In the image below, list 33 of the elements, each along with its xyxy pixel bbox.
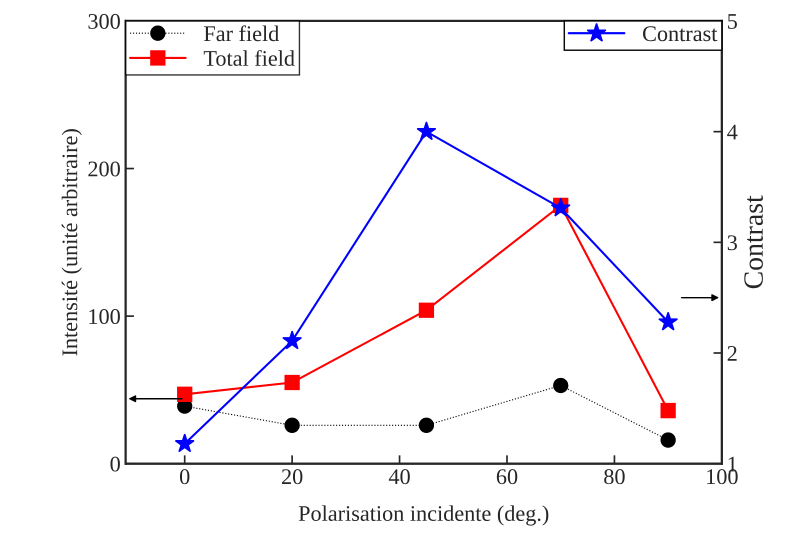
legend-label: Total field xyxy=(204,50,295,66)
y2-axis-title: Contrast xyxy=(744,195,763,288)
point xyxy=(418,302,434,318)
x-tick-label: 80 xyxy=(604,469,625,484)
point xyxy=(284,374,300,390)
y-axis-title: Intensité (unité arbitraire) xyxy=(62,129,82,356)
legend-label: Contrast xyxy=(643,26,718,42)
point xyxy=(660,432,676,448)
point xyxy=(174,433,195,452)
x-tick-label: 0 xyxy=(180,469,190,484)
y-tick-label: 200 xyxy=(88,161,120,176)
y2-tick-label: 5 xyxy=(728,14,737,29)
y-tick-label: 0 xyxy=(110,456,120,472)
x-tick-label: 40 xyxy=(388,469,410,484)
x-tick-label: 100 xyxy=(707,469,738,484)
point xyxy=(660,402,676,418)
x-tick-label: 20 xyxy=(282,469,302,484)
point xyxy=(550,198,571,217)
x-tick-label: 60 xyxy=(496,469,518,484)
point xyxy=(177,386,192,402)
legend-label: Far field xyxy=(204,25,280,42)
y-tick-label: 100 xyxy=(89,309,120,324)
point xyxy=(418,418,434,433)
point xyxy=(282,330,302,350)
y2-tick-label: 4 xyxy=(727,124,738,140)
point xyxy=(416,121,436,140)
y-tick-label: 300 xyxy=(88,14,120,29)
point xyxy=(284,418,300,433)
x-axis-title: Polarisation incidente (deg.) xyxy=(298,505,548,526)
y2-tick-label: 3 xyxy=(728,235,737,250)
y2-tick-label: 2 xyxy=(728,346,737,361)
point xyxy=(553,378,568,394)
point xyxy=(658,312,678,331)
